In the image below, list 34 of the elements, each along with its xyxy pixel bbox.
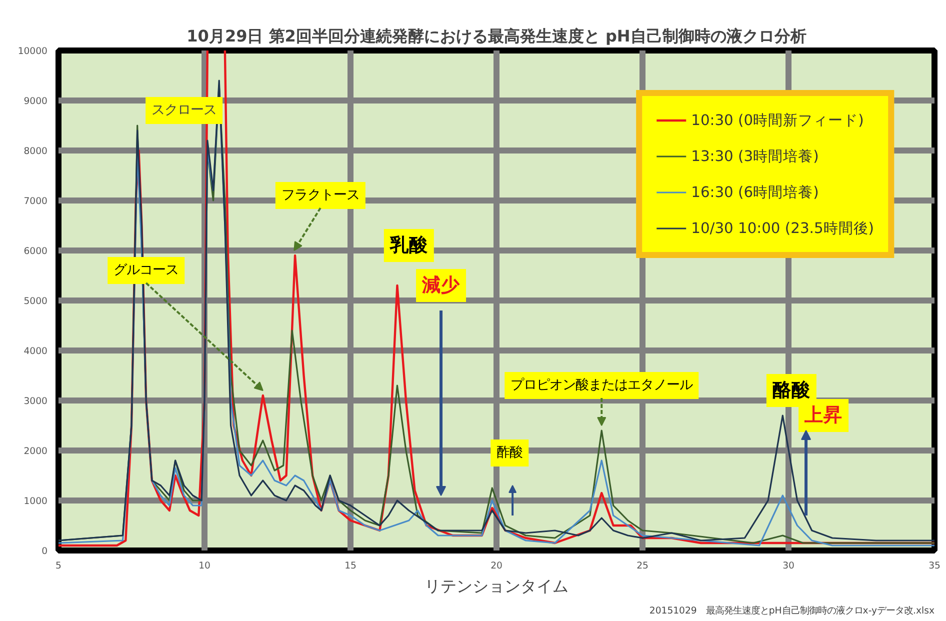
annotation: 酪酸 xyxy=(772,379,812,401)
legend-label: 10:30 (0時間新フィード) xyxy=(691,110,864,130)
legend-label: 10/30 10:00 (23.5時間後) xyxy=(691,218,874,238)
annotation: スクロース xyxy=(152,103,217,118)
annotation: フラクトース xyxy=(281,188,360,203)
y-tick-label: 1000 xyxy=(24,496,48,507)
legend-label: 16:30 (6時間培養) xyxy=(691,182,819,202)
y-tick-label: 2000 xyxy=(24,446,48,457)
x-tick-label: 30 xyxy=(782,560,794,572)
annotation: 上昇 xyxy=(804,404,843,426)
x-tick-label: 35 xyxy=(928,560,940,572)
x-axis-title: リテンションタイム xyxy=(424,576,568,596)
annotation: 減少 xyxy=(421,274,462,296)
text: 20151029 最高発生速度とpH自己制御時の液クロx-yデータ改.xlsx xyxy=(649,606,935,616)
y-tick-label: 6000 xyxy=(24,246,48,257)
y-tick-label: 4000 xyxy=(24,346,48,357)
x-tick-label: 25 xyxy=(636,560,648,572)
y-tick-label: 5000 xyxy=(24,296,48,307)
legend-label: 13:30 (3時間培養) xyxy=(691,146,819,166)
y-tick-label: 0 xyxy=(42,546,48,557)
x-tick-label: 15 xyxy=(344,560,356,572)
y-tick-label: 8000 xyxy=(24,146,48,157)
y-tick-label: 7000 xyxy=(24,196,48,207)
annotation: 酢酸 xyxy=(496,446,523,460)
y-tick-label: 3000 xyxy=(24,396,48,407)
y-tick-label: 9000 xyxy=(24,96,48,107)
y-tick-label: 10000 xyxy=(18,46,48,57)
annotation: 乳酸 xyxy=(388,234,429,256)
chart-title: 10月29日 第2回半回分連続発酵における最高発生速度と pH自己制御時の液クロ分析 xyxy=(186,26,806,46)
x-tick-label: 10 xyxy=(198,560,210,572)
x-tick-label: 20 xyxy=(490,560,502,572)
annotation: グルコース xyxy=(114,263,179,278)
x-tick-label: 5 xyxy=(56,560,62,572)
annotation: プロピオン酸またはエタノール xyxy=(510,378,693,393)
